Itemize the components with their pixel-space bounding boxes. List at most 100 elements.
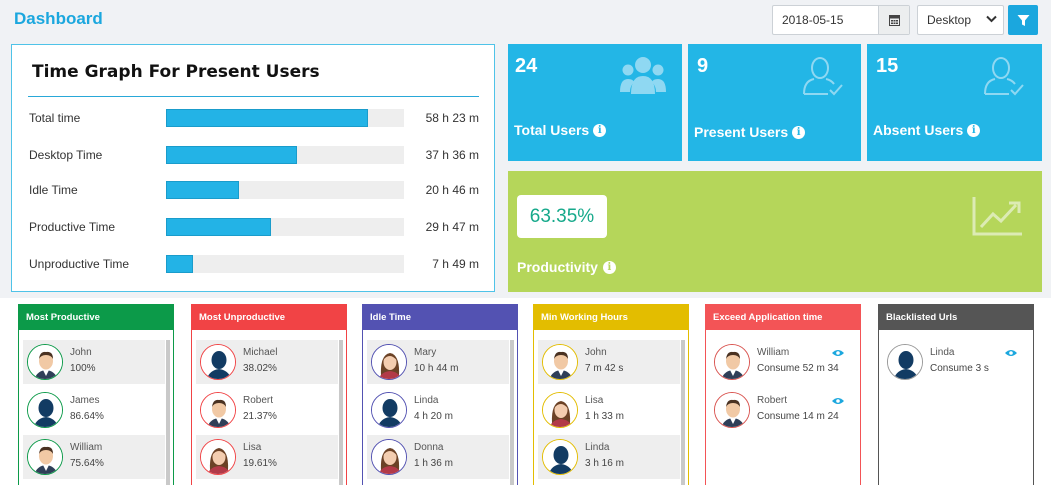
scrollbar[interactable] (510, 340, 514, 485)
date-input[interactable]: 2018-05-15 (782, 13, 844, 27)
min-working-hours-panel: Min Working Hours John 7 m 42 s Lisa 1 h… (533, 304, 689, 485)
user-name: John (70, 347, 92, 358)
blacklisted-urls-panel: Blacklisted Urls Linda Consume 3 s (878, 304, 1034, 485)
absent-users-count: 15 (876, 55, 899, 77)
list-item[interactable]: Lisa 19.61% (196, 435, 338, 479)
date-picker[interactable]: 2018-05-15 (772, 5, 910, 35)
user-value: Consume 14 m 24 (757, 411, 839, 422)
time-row: Total time 58 h 23 m (29, 109, 479, 127)
total-users-count: 24 (515, 55, 538, 77)
eye-icon[interactable] (832, 349, 844, 357)
blacklisted-urls-header: Blacklisted Urls (879, 304, 1033, 330)
list-item[interactable]: Michael 38.02% (196, 340, 338, 384)
scrollbar[interactable] (166, 340, 170, 485)
absent-users-label: Absent Users (873, 122, 964, 138)
min-working-hours-header: Min Working Hours (534, 304, 688, 330)
productivity-label: Productivity (517, 259, 598, 275)
list-item[interactable]: Robert 21.37% (196, 388, 338, 432)
user-value: Consume 3 s (930, 363, 989, 374)
user-name: James (70, 395, 100, 406)
device-select[interactable]: Desktop (917, 5, 1004, 35)
user-name: Lisa (585, 395, 604, 406)
productivity-card[interactable]: 63.35% Productivity i (508, 171, 1042, 292)
info-icon[interactable]: i (602, 260, 616, 274)
list-item[interactable]: William 75.64% (23, 435, 165, 479)
time-graph-title: Time Graph For Present Users (32, 62, 320, 82)
device-select-value: Desktop (927, 13, 972, 27)
most-productive-header: Most Productive (19, 304, 173, 330)
list-item[interactable]: Linda 4 h 20 m (367, 388, 509, 432)
avatar (27, 439, 63, 475)
avatar (371, 344, 407, 380)
chevron-down-icon (986, 15, 997, 23)
exceed-application-time-panel: Exceed Application time William Consume … (705, 304, 861, 485)
user-value: 21.37% (243, 411, 277, 422)
user-value: 100% (70, 363, 96, 374)
list-item[interactable]: James 86.64% (23, 388, 165, 432)
time-bar-track (166, 181, 404, 199)
user-name: Robert (243, 395, 274, 406)
time-bar-fill (166, 146, 297, 164)
idle-time-header: Idle Time (363, 304, 517, 330)
eye-icon[interactable] (832, 397, 844, 405)
avatar (714, 344, 750, 380)
user-value: 75.64% (70, 458, 104, 469)
avatar (542, 392, 578, 428)
avatar (27, 344, 63, 380)
user-name: Michael (243, 347, 278, 358)
avatar (27, 392, 63, 428)
page-title: Dashboard (14, 9, 103, 28)
list-item[interactable]: John 100% (23, 340, 165, 384)
absent-users-card[interactable]: 15 Absent Users i (867, 44, 1042, 161)
total-users-label-row: Total Users i (514, 122, 607, 138)
list-item[interactable]: Lisa 1 h 33 m (538, 388, 680, 432)
avatar (887, 344, 923, 380)
list-item[interactable]: Linda 3 h 16 m (538, 435, 680, 479)
user-name: Lisa (243, 442, 262, 453)
user-check-icon (803, 57, 843, 96)
present-users-label: Present Users (694, 124, 789, 140)
list-item[interactable]: Mary 10 h 44 m (367, 340, 509, 384)
total-users-card[interactable]: 24 Total Users i (508, 44, 682, 161)
time-bar-fill (166, 255, 194, 273)
user-value: 19.61% (243, 458, 277, 469)
user-value: 4 h 20 m (414, 411, 453, 422)
list-item[interactable]: Robert Consume 14 m 24 (710, 388, 852, 432)
time-bar-fill (166, 218, 271, 236)
list-item[interactable]: William Consume 52 m 34 (710, 340, 852, 384)
time-bar-track (166, 218, 404, 236)
user-name: Mary (414, 347, 437, 358)
time-row: Idle Time 20 h 46 m (29, 181, 479, 199)
user-value: Consume 52 m 34 (757, 363, 839, 374)
info-icon[interactable]: i (967, 123, 981, 137)
user-name: Robert (757, 395, 788, 406)
eye-icon[interactable] (1005, 349, 1017, 357)
user-value: 3 h 16 m (585, 458, 624, 469)
list-item[interactable]: Linda Consume 3 s (883, 340, 1025, 384)
scrollbar[interactable] (681, 340, 685, 485)
avatar (542, 344, 578, 380)
user-value: 10 h 44 m (414, 363, 459, 374)
user-value: 7 m 42 s (585, 363, 624, 374)
time-row-value: 7 h 49 m (432, 257, 479, 271)
productivity-label-row: Productivity i (517, 259, 616, 275)
list-item[interactable]: Donna 1 h 36 m (367, 435, 509, 479)
list-item[interactable]: John 7 m 42 s (538, 340, 680, 384)
most-unproductive-header: Most Unproductive (192, 304, 346, 330)
avatar (200, 392, 236, 428)
user-value: 1 h 36 m (414, 458, 453, 469)
info-icon[interactable]: i (593, 123, 607, 137)
avatar (200, 439, 236, 475)
user-value: 86.64% (70, 411, 104, 422)
scrollbar[interactable] (339, 340, 343, 485)
user-name: John (585, 347, 607, 358)
present-users-card[interactable]: 9 Present Users i (688, 44, 861, 161)
time-row-label: Unproductive Time (29, 257, 130, 271)
user-name: Donna (414, 442, 444, 453)
time-bar-track (166, 146, 404, 164)
user-name: Linda (414, 395, 439, 406)
filter-button[interactable] (1008, 5, 1038, 35)
calendar-icon[interactable] (878, 6, 909, 34)
info-icon[interactable]: i (792, 125, 806, 139)
time-row-value: 20 h 46 m (425, 183, 479, 197)
